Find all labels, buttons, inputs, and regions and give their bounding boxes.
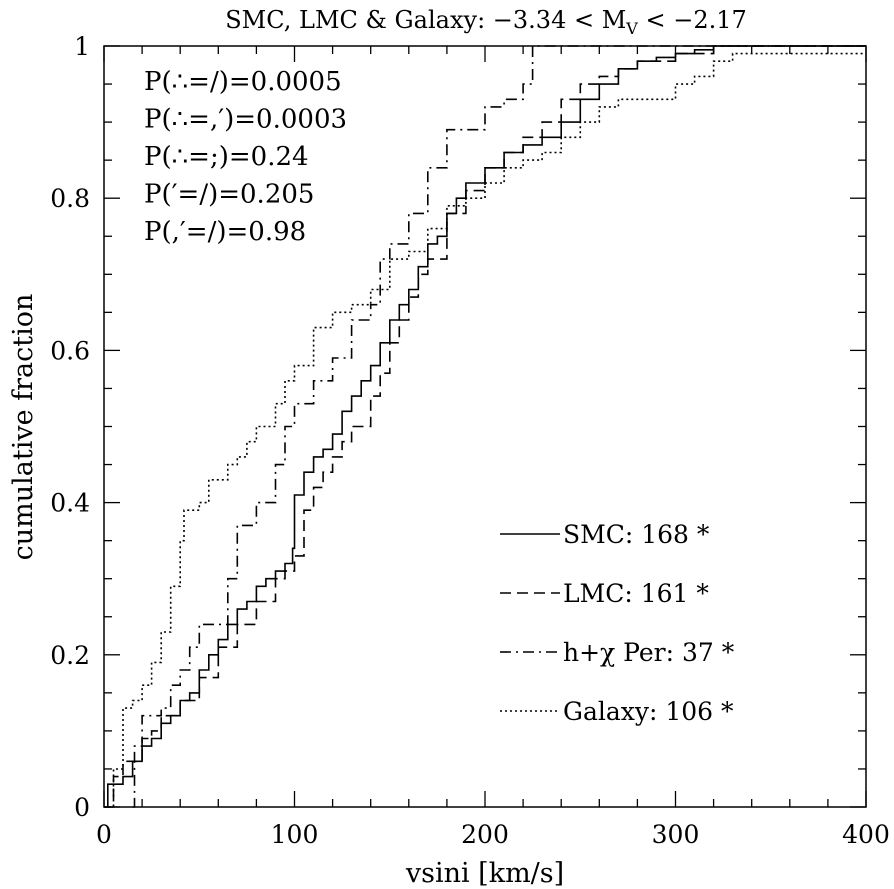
y-tick-labels: 0 0.2 0.4 0.6 0.8 1 bbox=[50, 32, 90, 822]
axis-ticks bbox=[103, 45, 867, 808]
legend-label: h+χ Per: 37 * bbox=[563, 638, 735, 667]
probability-annotation: P(∴=;)=0.24 bbox=[144, 142, 309, 172]
probability-annotation: P(,′=/)=0.98 bbox=[144, 217, 306, 247]
chart-title: SMC, LMC & Galaxy: −3.34 < MV < −2.17 bbox=[225, 6, 747, 38]
series-lines bbox=[104, 45, 866, 808]
probability-annotations: P(∴=/)=0.0005 P(∴=,′)=0.0003 P(∴=;)=0.24 P(… bbox=[144, 67, 347, 247]
y-tick-label: 0 bbox=[74, 793, 90, 822]
y-tick-label: 0.4 bbox=[50, 489, 90, 518]
series-line-0 bbox=[104, 45, 866, 808]
x-tick-label: 0 bbox=[96, 820, 112, 849]
probability-annotation: P(′=/)=0.205 bbox=[144, 180, 314, 210]
x-tick-label: 100 bbox=[271, 820, 319, 849]
legend-label: LMC: 161 * bbox=[563, 579, 709, 608]
x-tick-label: 300 bbox=[652, 820, 700, 849]
legend-label: SMC: 168 * bbox=[563, 520, 710, 549]
y-tick-label: 0.6 bbox=[50, 336, 90, 365]
y-tick-label: 1 bbox=[74, 32, 90, 61]
x-tick-label: 400 bbox=[842, 820, 890, 849]
probability-annotation: P(∴=/)=0.0005 bbox=[144, 67, 342, 97]
y-axis-label: cumulative fraction bbox=[8, 294, 39, 561]
y-tick-label: 0.2 bbox=[50, 641, 90, 670]
y-tick-label: 0.8 bbox=[50, 184, 90, 213]
probability-annotation: P(∴=,′)=0.0003 bbox=[144, 105, 347, 135]
legend: SMC: 168 * LMC: 161 * h+χ Per: 37 * Galaxy:… bbox=[500, 520, 735, 726]
x-tick-label: 200 bbox=[461, 820, 509, 849]
series-line-2 bbox=[132, 45, 866, 808]
series-line-3 bbox=[104, 52, 866, 808]
x-axis-label: vsini [km/s] bbox=[405, 858, 564, 889]
series-line-1 bbox=[104, 45, 866, 808]
legend-label: Galaxy: 106 * bbox=[563, 697, 734, 726]
x-tick-labels: 0 100 200 300 400 bbox=[96, 820, 890, 849]
